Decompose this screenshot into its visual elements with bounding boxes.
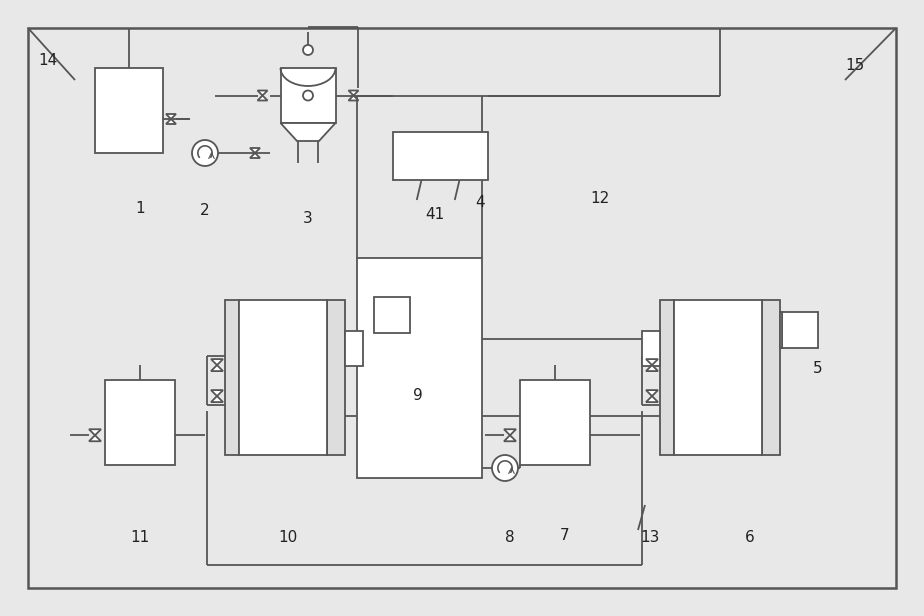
Bar xyxy=(393,132,488,180)
Bar xyxy=(780,312,782,348)
Text: 2: 2 xyxy=(201,203,210,217)
Text: 6: 6 xyxy=(745,530,755,546)
Text: 12: 12 xyxy=(590,190,610,206)
Bar xyxy=(762,300,780,455)
Polygon shape xyxy=(211,365,223,371)
Text: 11: 11 xyxy=(130,530,150,546)
Text: 13: 13 xyxy=(640,530,660,546)
Text: 14: 14 xyxy=(39,52,57,68)
Text: 9: 9 xyxy=(413,387,423,402)
Bar xyxy=(281,68,335,123)
Polygon shape xyxy=(281,123,335,141)
Bar xyxy=(327,300,345,455)
Bar xyxy=(345,331,363,366)
Polygon shape xyxy=(646,365,658,371)
Circle shape xyxy=(192,140,218,166)
Text: 41: 41 xyxy=(425,206,444,222)
Polygon shape xyxy=(504,429,516,436)
Polygon shape xyxy=(211,396,223,402)
Bar xyxy=(95,68,163,153)
Text: 10: 10 xyxy=(278,530,298,546)
Bar xyxy=(675,300,762,455)
Bar xyxy=(225,300,239,455)
Bar xyxy=(374,297,410,333)
Polygon shape xyxy=(89,429,101,436)
Text: 3: 3 xyxy=(303,211,313,225)
Polygon shape xyxy=(89,436,101,441)
Polygon shape xyxy=(211,390,223,396)
Bar xyxy=(239,300,327,455)
Bar xyxy=(782,312,818,348)
Text: 5: 5 xyxy=(813,360,822,376)
Polygon shape xyxy=(166,119,176,124)
Text: 7: 7 xyxy=(560,527,570,543)
Polygon shape xyxy=(258,95,268,100)
Text: 15: 15 xyxy=(845,57,865,73)
Polygon shape xyxy=(504,436,516,441)
Text: 8: 8 xyxy=(505,530,515,546)
Polygon shape xyxy=(250,148,260,153)
Text: 4: 4 xyxy=(475,195,485,209)
Text: 1: 1 xyxy=(135,200,145,216)
Bar xyxy=(660,300,675,455)
Polygon shape xyxy=(166,114,176,119)
Polygon shape xyxy=(258,91,268,95)
Bar xyxy=(357,258,482,478)
Circle shape xyxy=(492,455,518,481)
Bar xyxy=(642,331,660,366)
Polygon shape xyxy=(250,153,260,158)
Polygon shape xyxy=(211,359,223,365)
Polygon shape xyxy=(646,396,658,402)
Circle shape xyxy=(303,91,313,100)
Polygon shape xyxy=(646,390,658,396)
Polygon shape xyxy=(348,95,359,100)
Bar xyxy=(520,380,590,465)
Polygon shape xyxy=(646,359,658,365)
Bar xyxy=(105,380,175,465)
Polygon shape xyxy=(348,91,359,95)
Circle shape xyxy=(303,45,313,55)
